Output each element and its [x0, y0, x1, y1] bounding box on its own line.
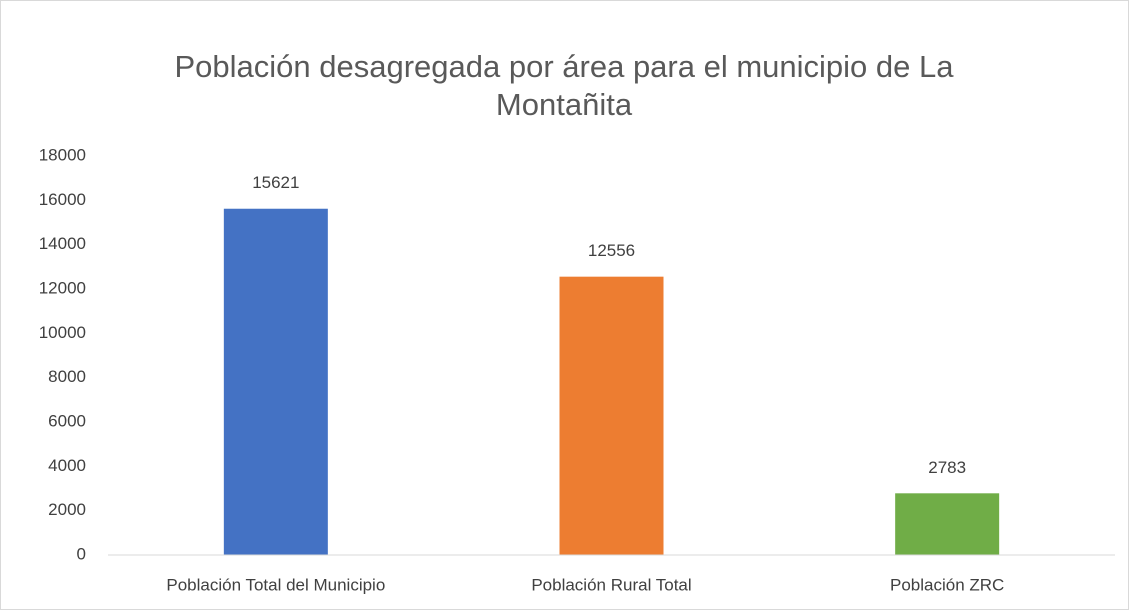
- y-tick-label: 6000: [48, 411, 86, 430]
- bar: [559, 276, 664, 555]
- y-tick-label: 2000: [48, 500, 86, 519]
- bar: [223, 208, 328, 555]
- data-label: 15621: [252, 173, 299, 192]
- bar: [895, 493, 1000, 555]
- y-tick-label: 18000: [39, 145, 86, 164]
- x-tick-label: Población ZRC: [890, 575, 1004, 594]
- x-tick-label: Población Rural Total: [531, 575, 691, 594]
- data-label: 2783: [928, 458, 966, 477]
- y-tick-label: 8000: [48, 367, 86, 386]
- y-tick-label: 12000: [39, 278, 86, 297]
- chart-title: Población desagregada por área para el m…: [174, 49, 954, 122]
- y-tick-label: 0: [77, 544, 86, 563]
- y-tick-label: 14000: [39, 234, 86, 253]
- y-tick-label: 10000: [39, 323, 86, 342]
- y-tick-label: 16000: [39, 190, 86, 209]
- y-tick-label: 4000: [48, 456, 86, 475]
- x-tick-label: Población Total del Municipio: [166, 575, 385, 594]
- data-label: 12556: [588, 241, 635, 260]
